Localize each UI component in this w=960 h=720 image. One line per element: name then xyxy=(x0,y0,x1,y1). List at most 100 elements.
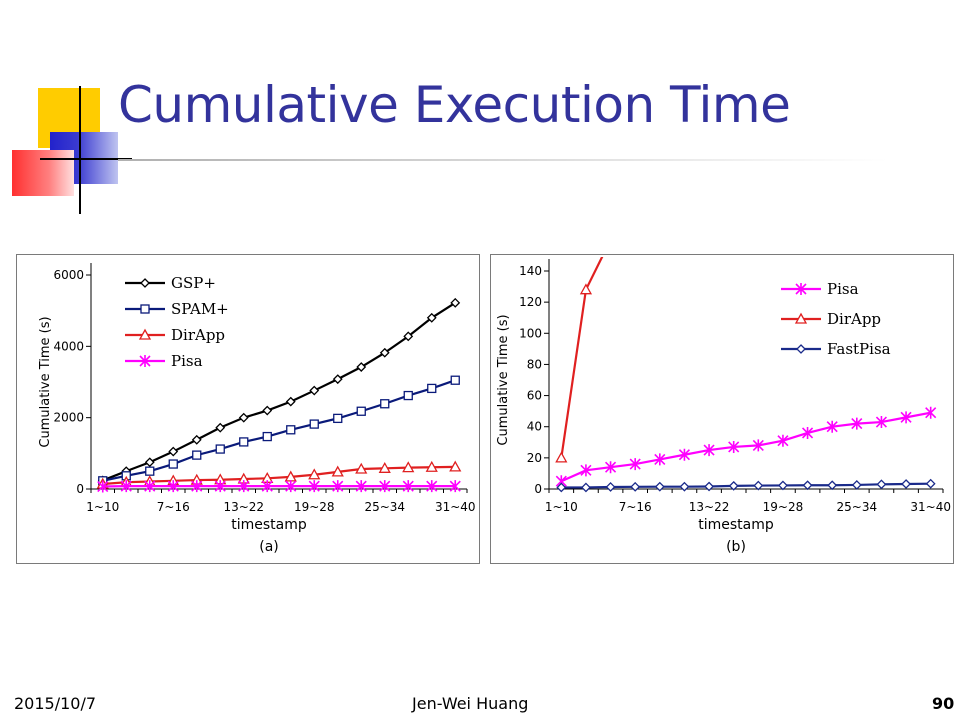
data-point xyxy=(654,453,666,466)
series-line xyxy=(561,482,931,489)
x-axis-label: timestamp xyxy=(698,517,774,533)
data-point xyxy=(605,482,616,492)
y-tick-label: 20 xyxy=(527,451,542,465)
data-point xyxy=(901,479,911,489)
data-point xyxy=(215,422,226,433)
y-tick-label: 100 xyxy=(519,326,542,340)
data-point xyxy=(802,480,813,491)
data-point xyxy=(332,480,344,493)
data-point xyxy=(851,417,863,430)
data-point xyxy=(191,434,202,445)
deco-vertical-line xyxy=(79,86,81,214)
data-point xyxy=(309,385,320,396)
data-point xyxy=(678,448,691,461)
x-tick-label: 1~10 xyxy=(545,500,578,514)
series-line xyxy=(102,379,456,482)
data-point xyxy=(238,412,249,423)
data-point xyxy=(144,457,155,468)
data-point xyxy=(261,480,273,493)
x-tick-label: 7~16 xyxy=(619,500,652,514)
legend-label: Pisa xyxy=(827,280,859,298)
data-point xyxy=(356,362,367,372)
data-point xyxy=(925,406,937,419)
legend-marker xyxy=(138,328,152,340)
title-underline xyxy=(118,159,888,161)
chart-a: 0 2000 4000 6000 1~10 7~16 13~22 19~28 25~34 31~4… xyxy=(38,263,476,555)
data-point xyxy=(777,434,789,447)
footer-date: 2015/10/7 xyxy=(14,694,97,713)
deco-red-square xyxy=(12,150,74,196)
data-point xyxy=(239,437,249,447)
data-point xyxy=(378,461,391,473)
y-tick-label: 6000 xyxy=(53,268,84,282)
data-point xyxy=(355,480,367,493)
chart-caption: (a) xyxy=(259,539,279,555)
plot-area xyxy=(555,257,937,493)
data-point xyxy=(167,480,179,493)
data-point xyxy=(449,460,462,472)
data-point xyxy=(876,479,887,490)
data-point xyxy=(426,312,437,323)
y-tick-label: 4000 xyxy=(53,339,84,353)
x-tick-label: 19~28 xyxy=(763,500,804,514)
legend-marker xyxy=(140,278,150,288)
data-point xyxy=(285,396,296,407)
data-point xyxy=(238,480,250,493)
legend-marker xyxy=(140,304,150,314)
x-tick-label: 13~22 xyxy=(223,500,264,514)
chart-panel-b: 0 20 40 60 80 100 120 140 1~10 7~16 13~22 19~28 25~3… xyxy=(490,254,954,564)
data-point xyxy=(604,461,617,474)
data-point xyxy=(191,480,203,493)
y-axis-label: Cumulative Time (s) xyxy=(38,316,53,447)
data-point xyxy=(851,480,862,490)
data-point xyxy=(826,420,838,433)
x-tick-label: 1~10 xyxy=(86,500,119,514)
data-point xyxy=(450,375,460,385)
data-point xyxy=(580,464,592,477)
x-tick-label: 19~28 xyxy=(294,500,335,514)
data-point xyxy=(402,480,414,493)
footer-author: Jen-Wei Huang xyxy=(412,694,529,713)
chart-caption: (b) xyxy=(726,539,746,555)
data-point xyxy=(97,480,109,493)
data-point xyxy=(332,374,343,385)
data-point xyxy=(356,406,366,416)
x-tick-label: 31~40 xyxy=(435,500,476,514)
data-point xyxy=(403,331,414,342)
data-point xyxy=(168,459,178,469)
data-point xyxy=(728,440,740,453)
legend-marker xyxy=(794,312,808,324)
data-point xyxy=(704,481,714,492)
data-point xyxy=(925,478,936,489)
series-line xyxy=(102,301,456,482)
data-point xyxy=(579,283,593,295)
data-point xyxy=(555,451,568,463)
legend: Pisa DirApp FastPisa xyxy=(781,280,891,358)
legend-label: GSP+ xyxy=(171,274,216,292)
data-point xyxy=(331,465,344,477)
data-point xyxy=(380,399,390,409)
y-tick-label: 60 xyxy=(527,389,542,403)
data-point xyxy=(309,419,319,429)
data-point xyxy=(262,431,272,442)
data-point xyxy=(192,450,202,460)
footer-page-number: 90 xyxy=(932,694,955,713)
legend-marker xyxy=(795,283,807,295)
data-point xyxy=(214,480,226,493)
data-point xyxy=(629,458,641,471)
legend-label: SPAM+ xyxy=(171,300,229,318)
data-point xyxy=(875,416,888,429)
slide-title: Cumulative Execution Time xyxy=(118,76,791,134)
y-tick-label: 0 xyxy=(534,482,542,496)
data-point xyxy=(308,468,321,480)
data-point xyxy=(379,480,391,493)
y-tick-label: 120 xyxy=(519,295,542,309)
y-tick-label: 140 xyxy=(519,264,542,278)
legend: GSP+ SPAM+ DirApp Pisa xyxy=(125,274,229,370)
chart-panel-a: 0 2000 4000 6000 1~10 7~16 13~22 19~28 25~34 31~4… xyxy=(16,254,480,564)
x-tick-label: 7~16 xyxy=(157,500,190,514)
data-point xyxy=(308,480,320,493)
x-tick-label: 13~22 xyxy=(689,500,730,514)
data-point xyxy=(403,390,413,401)
series-fastpisa xyxy=(556,478,936,493)
